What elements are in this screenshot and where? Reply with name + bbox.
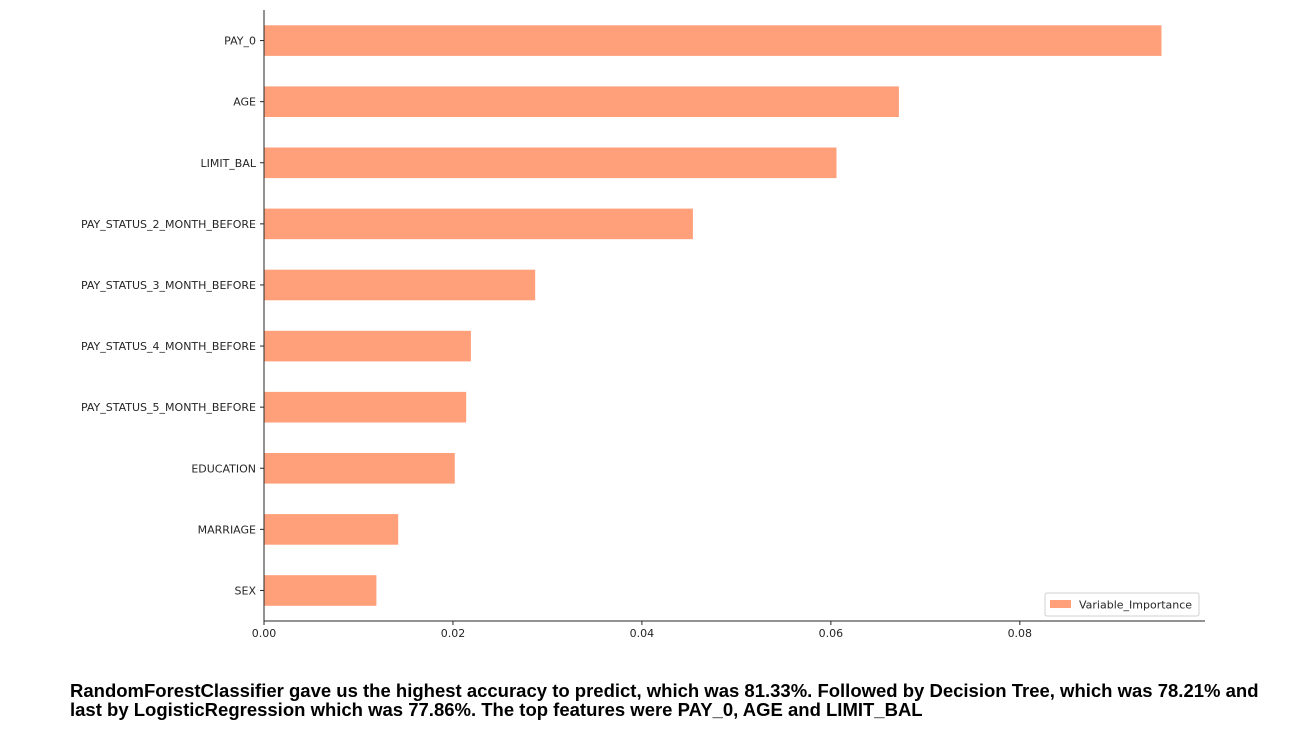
legend-box [1044,592,1200,617]
bar-limit-bal [264,147,837,179]
bar-marriage [264,514,399,545]
y-tick-label: AGE [233,96,256,109]
bar-pay-status-4-month-before [264,330,471,362]
y-tick-label: SEX [235,584,257,597]
y-tick-label: LIMIT_BAL [200,157,256,170]
y-tick-label: PAY_0 [224,35,256,48]
bar-pay-0 [264,25,1162,56]
x-tick-label: 0.04 [630,627,655,640]
bar-sex [264,575,377,606]
bar-pay-status-2-month-before [264,208,693,240]
legend-label: Variable_Importance [1079,599,1192,612]
x-tick-label: 0.08 [1008,627,1033,640]
bar-pay-status-3-month-before [264,269,536,301]
legend-swatch [1050,600,1071,608]
y-tick-label: PAY_STATUS_2_MONTH_BEFORE [81,218,256,231]
y-tick-label: MARRIAGE [198,523,256,536]
x-tick-label: 0.02 [441,627,466,640]
bar-pay-status-5-month-before [264,391,467,423]
summary-caption: RandomForestClassifier gave us the highe… [70,680,1259,720]
y-tick-label: PAY_STATUS_5_MONTH_BEFORE [81,401,256,414]
feature-importance-chart: PAY_0 AGE LIMIT_BAL PAY_STATUS_2_MONTH_BEFO… [81,10,1205,640]
bar-age [264,86,899,117]
x-tick-label: 0.06 [819,627,844,640]
bar-education [264,453,455,484]
x-tick-label: 0.00 [252,627,277,640]
y-tick-label: EDUCATION [191,462,256,475]
y-tick-label: PAY_STATUS_4_MONTH_BEFORE [81,340,256,353]
y-tick-label: PAY_STATUS_3_MONTH_BEFORE [81,279,256,292]
